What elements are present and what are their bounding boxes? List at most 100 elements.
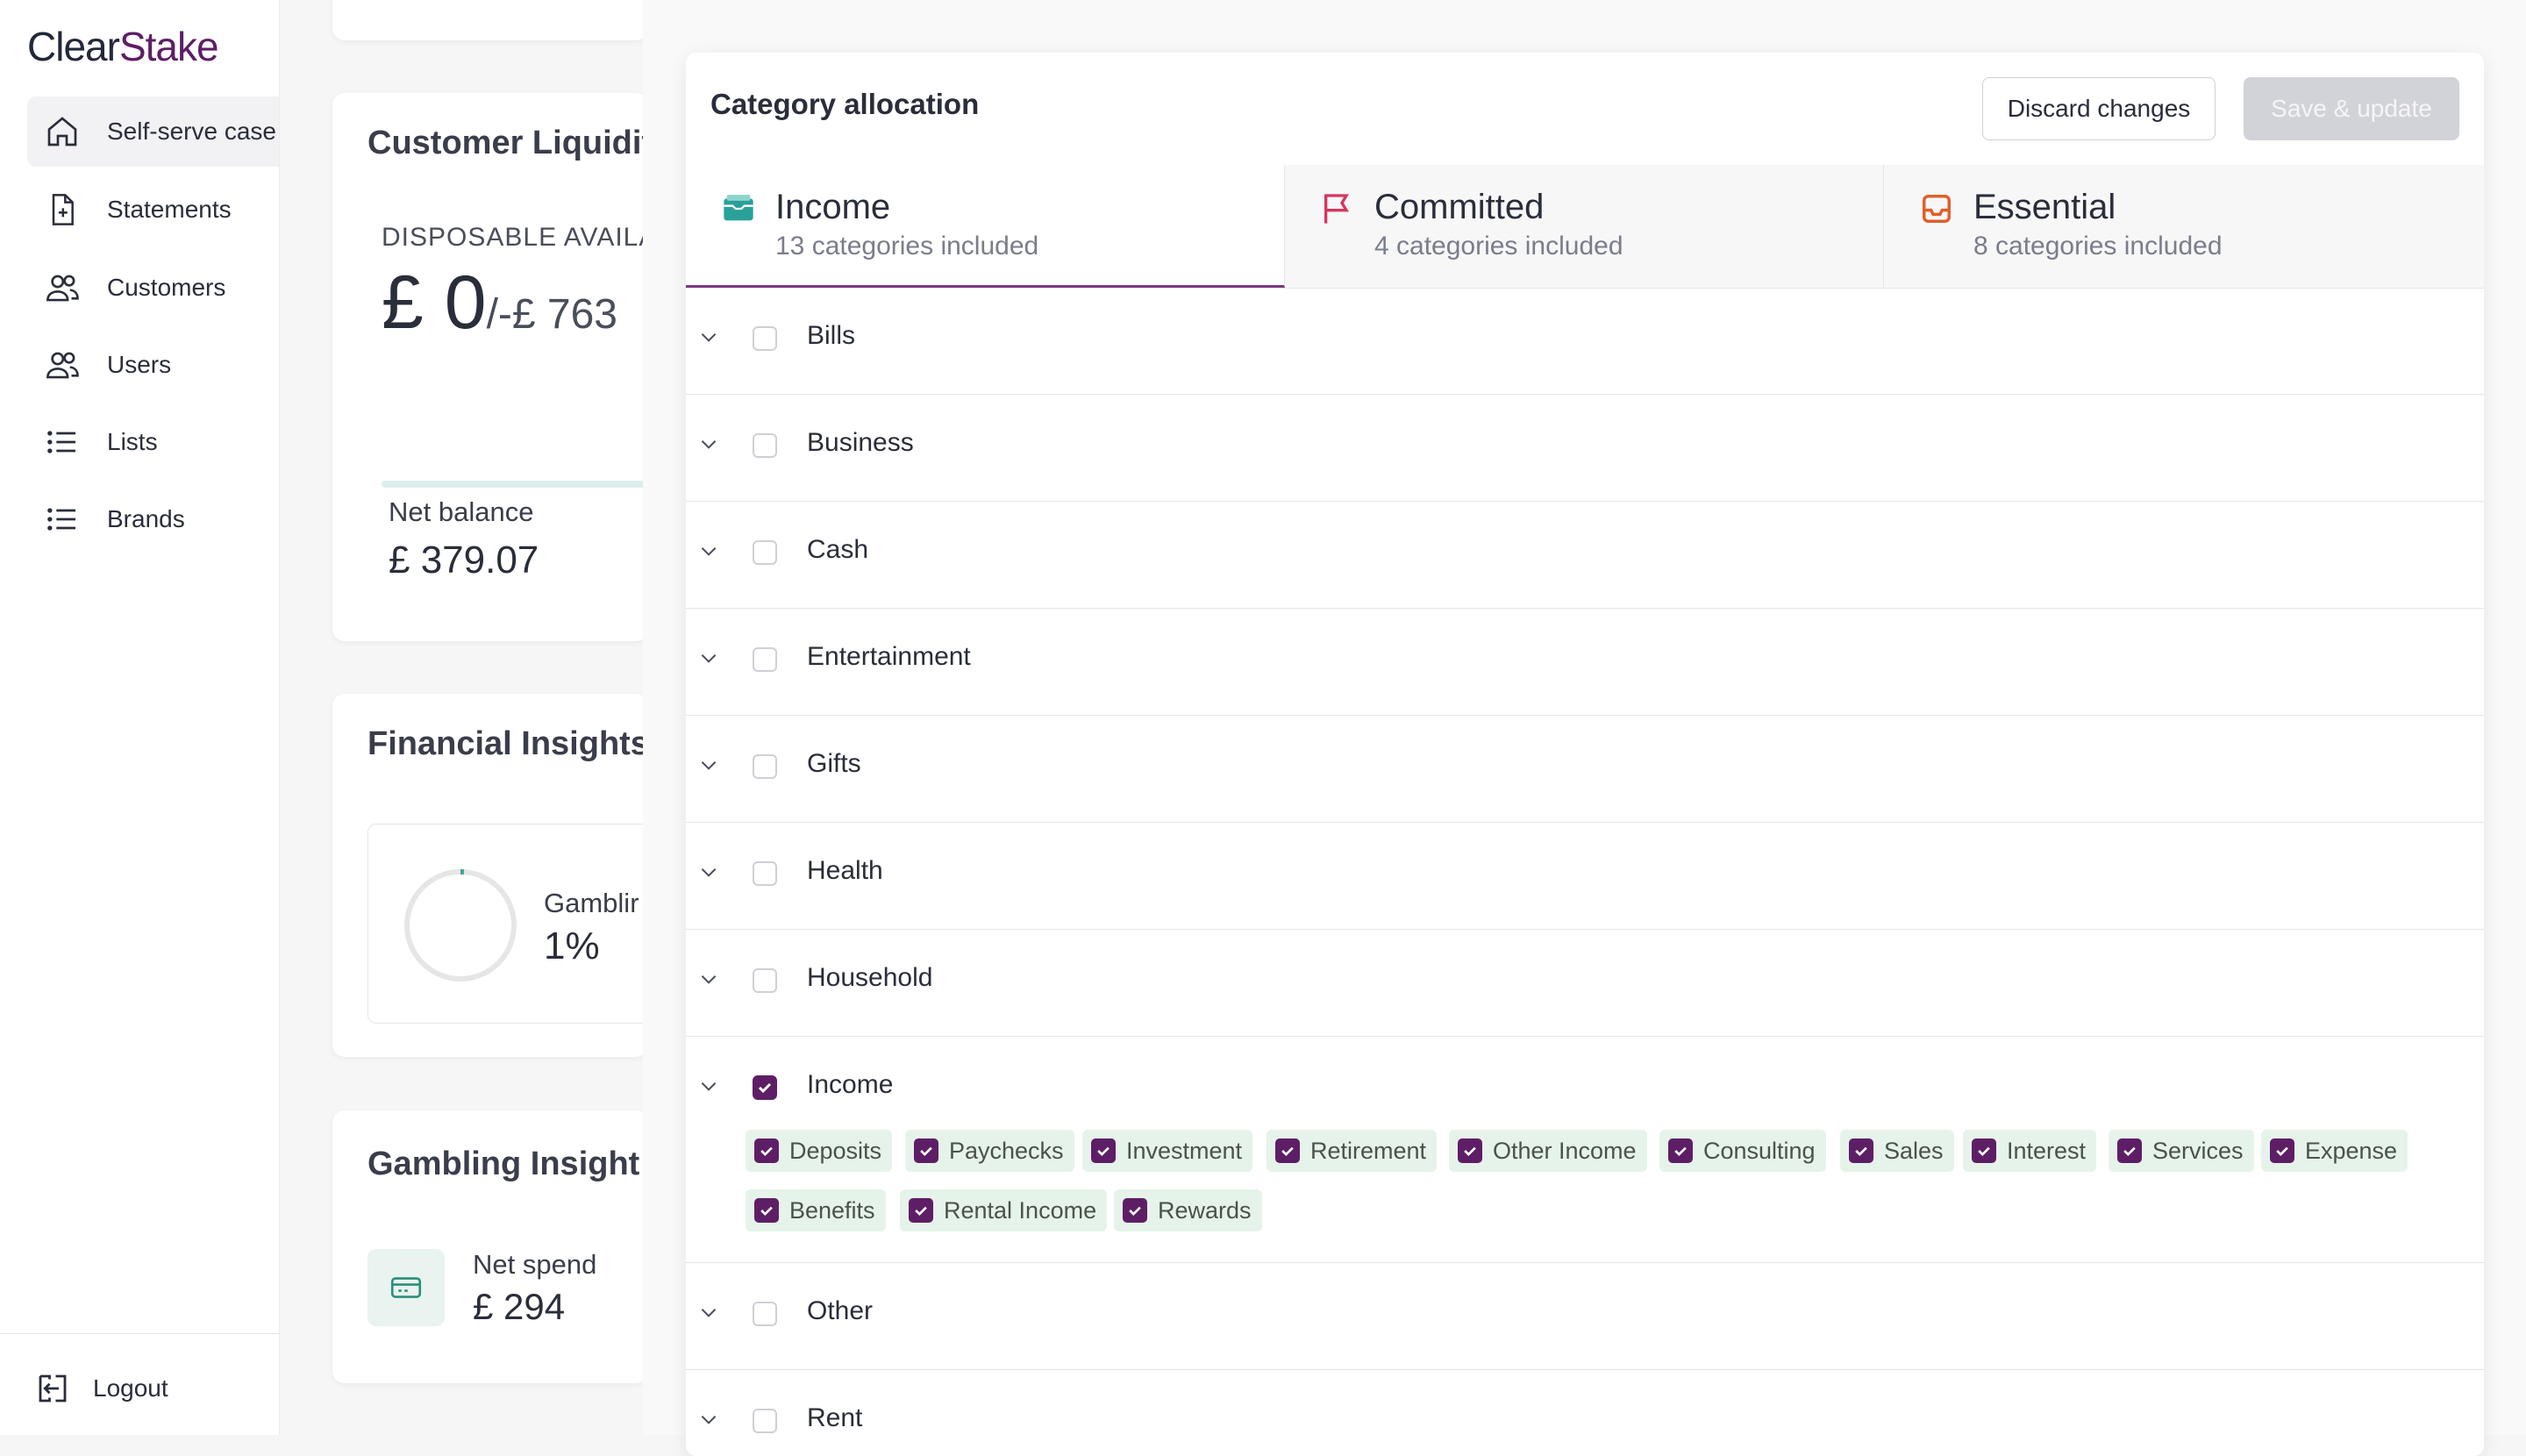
sidebar: ClearStake Self-serve case Statements Cu… xyxy=(0,0,280,1435)
chevron-down-icon[interactable] xyxy=(691,533,726,568)
check-icon xyxy=(1275,1138,1300,1163)
category-row-rent: Rent xyxy=(686,1370,2484,1456)
subcategory-label: Paychecks xyxy=(949,1137,1064,1164)
chevron-down-icon[interactable] xyxy=(691,640,726,675)
category-row-cash: Cash xyxy=(686,502,2484,609)
subcategory-label: Deposits xyxy=(789,1137,882,1164)
logo-text-stake: Stake xyxy=(118,24,219,69)
category-checkbox[interactable] xyxy=(753,433,777,458)
sidebar-item-lists[interactable]: Lists xyxy=(27,407,279,477)
file-plus-icon xyxy=(43,190,82,229)
logout-label: Logout xyxy=(93,1374,168,1402)
subcategory-chip-rewards[interactable]: Rewards xyxy=(1114,1189,1262,1231)
category-row-gifts: Gifts xyxy=(686,716,2484,823)
chevron-down-icon[interactable] xyxy=(691,961,726,996)
tab-committed[interactable]: Committed 4 categories included xyxy=(1285,165,1884,288)
subcategory-label: Expense xyxy=(2305,1137,2398,1164)
disposable-label: DISPOSABLE AVAILAI xyxy=(382,223,648,252)
tab-income-name: Income xyxy=(775,188,891,226)
category-checkbox[interactable] xyxy=(753,1409,777,1433)
subcategory-chip-consulting[interactable]: Consulting xyxy=(1659,1130,1826,1172)
subcategory-chip-deposits[interactable]: Deposits xyxy=(746,1130,893,1172)
check-icon xyxy=(909,1198,933,1223)
subcategory-label: Benefits xyxy=(789,1196,875,1224)
chevron-down-icon[interactable] xyxy=(691,1402,726,1437)
sidebar-item-statements[interactable]: Statements xyxy=(27,175,279,245)
category-checkbox[interactable] xyxy=(753,540,777,565)
category-checkbox[interactable] xyxy=(753,326,777,351)
category-checkbox[interactable] xyxy=(753,861,777,886)
sidebar-item-label: Statements xyxy=(107,196,232,223)
subcategory-chip-rental-income[interactable]: Rental Income xyxy=(900,1189,1108,1231)
category-checkbox-checked[interactable] xyxy=(753,1075,777,1100)
net-spend-label: Net spend xyxy=(473,1249,597,1280)
subcategory-chip-retirement[interactable]: Retirement xyxy=(1267,1130,1438,1172)
list-icon xyxy=(43,423,82,461)
subcategory-chip-paychecks[interactable]: Paychecks xyxy=(905,1130,1074,1172)
check-icon xyxy=(2117,1138,2142,1163)
category-label: Household xyxy=(807,963,933,992)
category-row-bills: Bills xyxy=(686,288,2484,395)
sidebar-item-label: Customers xyxy=(107,274,226,301)
check-icon xyxy=(1849,1138,1873,1163)
subcategory-chip-interest[interactable]: Interest xyxy=(1963,1130,2097,1172)
wallet-icon xyxy=(721,191,756,226)
tab-essential-count: 8 categories included xyxy=(1973,232,2223,261)
disposable-amount-sub: /-£ 763 xyxy=(486,291,617,338)
sidebar-item-label: Self-serve case xyxy=(107,118,276,145)
category-row-business: Business xyxy=(686,395,2484,502)
category-allocation-panel: Category allocation Discard changes Save… xyxy=(686,53,2484,1456)
chevron-down-icon[interactable] xyxy=(691,1068,726,1103)
subcategory-chip-services[interactable]: Services xyxy=(2109,1130,2254,1172)
category-label: Business xyxy=(807,428,914,457)
subcategory-label: Other Income xyxy=(1493,1137,1637,1164)
subcategory-label: Sales xyxy=(1884,1137,1944,1164)
sidebar-item-self-serve-case[interactable]: Self-serve case xyxy=(27,96,279,167)
subcategory-chip-sales[interactable]: Sales xyxy=(1840,1130,1954,1172)
tab-essential-name: Essential xyxy=(1973,188,2116,226)
category-row-household: Household xyxy=(686,930,2484,1037)
category-row-other: Other xyxy=(686,1263,2484,1370)
logout-button[interactable]: Logout xyxy=(33,1369,168,1408)
category-checkbox[interactable] xyxy=(753,647,777,672)
chevron-down-icon[interactable] xyxy=(691,319,726,354)
tab-income[interactable]: Income 13 categories included xyxy=(686,165,1285,288)
category-checkbox[interactable] xyxy=(753,1302,777,1326)
category-label: Income xyxy=(807,1070,894,1099)
category-checkbox[interactable] xyxy=(753,968,777,993)
financial-insights-card: Financial Insights Gamblir 1% xyxy=(332,694,648,1057)
subcategory-chip-investment[interactable]: Investment xyxy=(1082,1130,1253,1172)
discard-changes-button[interactable]: Discard changes xyxy=(1982,77,2216,140)
subcategory-chip-benefits[interactable]: Benefits xyxy=(746,1189,886,1231)
category-row-health: Health xyxy=(686,823,2484,930)
check-icon xyxy=(914,1138,938,1163)
sidebar-item-brands[interactable]: Brands xyxy=(27,484,279,554)
users-icon xyxy=(43,346,82,384)
gambling-insights-card: Gambling Insight Net spend £ 294 xyxy=(332,1110,648,1383)
panel-title: Category allocation xyxy=(710,88,980,120)
sidebar-item-users[interactable]: Users xyxy=(27,330,279,400)
gambling-insights-title: Gambling Insight xyxy=(367,1146,640,1182)
subcategory-chip-other-income[interactable]: Other Income xyxy=(1449,1130,1647,1172)
category-checkbox[interactable] xyxy=(753,754,777,779)
allocation-tabs: Income 13 categories included Committed … xyxy=(686,165,2484,289)
sidebar-item-label: Users xyxy=(107,351,172,378)
sidebar-item-customers[interactable]: Customers xyxy=(27,253,279,323)
category-label: Other xyxy=(807,1296,874,1325)
disposable-amount: £ 0/-£ 763 xyxy=(382,260,617,346)
tab-essential[interactable]: Essential 8 categories included xyxy=(1884,165,2484,288)
disposable-amount-value: £ 0 xyxy=(382,261,487,345)
chevron-down-icon[interactable] xyxy=(691,747,726,782)
save-update-button[interactable]: Save & update xyxy=(2244,77,2459,140)
category-label: Health xyxy=(807,856,883,885)
chevron-down-icon[interactable] xyxy=(691,426,726,461)
check-icon xyxy=(758,1082,772,1094)
chevron-down-icon[interactable] xyxy=(691,854,726,889)
logo[interactable]: ClearStake xyxy=(27,23,219,70)
category-label: Rent xyxy=(807,1403,863,1432)
chevron-down-icon[interactable] xyxy=(691,1295,726,1330)
panel-header: Category allocation Discard changes Save… xyxy=(686,53,2484,166)
inbox-icon xyxy=(1919,191,1954,226)
category-label: Gifts xyxy=(807,749,861,778)
subcategory-chip-expense[interactable]: Expense xyxy=(2261,1130,2408,1172)
